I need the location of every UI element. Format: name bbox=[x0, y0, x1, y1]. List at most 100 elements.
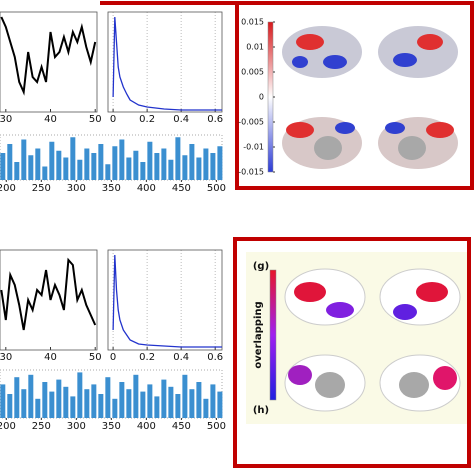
bar bbox=[154, 153, 160, 180]
x-tick-label: 250 bbox=[32, 183, 51, 194]
bar bbox=[161, 379, 167, 418]
bar bbox=[182, 155, 188, 180]
brain-images bbox=[282, 26, 461, 412]
x-tick-label: 40 bbox=[44, 114, 57, 125]
bar bbox=[49, 141, 55, 180]
bar bbox=[147, 141, 153, 180]
x-tick-label: 50 bbox=[89, 352, 102, 363]
bar bbox=[175, 394, 181, 418]
x-tick-label: 40 bbox=[44, 352, 57, 363]
x-tick-label: 500 bbox=[207, 183, 226, 194]
axes-box bbox=[107, 11, 223, 113]
bar bbox=[21, 389, 27, 418]
bar bbox=[70, 396, 76, 418]
bar bbox=[112, 398, 118, 418]
bar bbox=[203, 398, 209, 418]
x-tick-label: 0.6 bbox=[207, 114, 223, 125]
bar bbox=[91, 384, 97, 418]
bar bbox=[14, 377, 20, 418]
bar bbox=[161, 148, 167, 180]
bar bbox=[35, 398, 41, 418]
bar bbox=[35, 148, 41, 180]
bar bbox=[70, 137, 76, 180]
y-tick-label: -0.01 bbox=[243, 143, 264, 152]
line bbox=[112, 254, 222, 348]
bar bbox=[63, 386, 69, 418]
bar bbox=[147, 384, 153, 418]
bar bbox=[63, 157, 69, 180]
bar bbox=[91, 153, 97, 180]
bar bbox=[105, 377, 111, 418]
bar bbox=[126, 157, 132, 180]
bar bbox=[77, 159, 83, 180]
bar bbox=[168, 159, 174, 180]
x-tick-label: 200 bbox=[0, 183, 16, 194]
bar bbox=[49, 391, 55, 418]
colorbar-top-label: (g) bbox=[253, 261, 269, 272]
bar bbox=[140, 162, 146, 180]
y-tick-label: 0.005 bbox=[241, 68, 264, 77]
frame bbox=[233, 237, 471, 468]
bar bbox=[210, 384, 216, 418]
bar bbox=[7, 394, 13, 418]
x-tick-label: 300 bbox=[67, 421, 86, 432]
bar bbox=[189, 389, 195, 418]
bar bbox=[126, 389, 132, 418]
colorbar-bottom-label: (h) bbox=[253, 405, 269, 416]
bar bbox=[56, 379, 62, 418]
y-tick-label: 0 bbox=[259, 93, 264, 102]
bar bbox=[119, 139, 125, 180]
x-tick-label: 0.4 bbox=[173, 114, 189, 125]
bar bbox=[98, 394, 104, 418]
bar bbox=[14, 162, 20, 180]
colorbar-label: overlapping bbox=[253, 301, 264, 368]
colorbar bbox=[269, 269, 277, 401]
bar bbox=[182, 374, 188, 418]
bar bbox=[168, 386, 174, 418]
line bbox=[0, 257, 97, 331]
x-tick-label: 450 bbox=[172, 421, 191, 432]
x-tick-label: 350 bbox=[102, 421, 121, 432]
bar bbox=[84, 148, 90, 180]
line bbox=[112, 16, 222, 111]
bar bbox=[0, 384, 6, 418]
y-tick-label: 0.015 bbox=[241, 18, 264, 27]
y-tick-label: 0.01 bbox=[246, 43, 264, 52]
bar bbox=[28, 155, 34, 180]
line bbox=[0, 16, 97, 96]
bar bbox=[133, 150, 139, 180]
x-tick-label: 250 bbox=[32, 421, 51, 432]
x-tick-label: 450 bbox=[172, 183, 191, 194]
colorbar bbox=[267, 21, 274, 173]
x-tick-label: 0.4 bbox=[173, 352, 189, 363]
bar bbox=[154, 396, 160, 418]
bar bbox=[196, 382, 202, 418]
bar bbox=[56, 150, 62, 180]
bar bbox=[210, 153, 216, 180]
y-tick-label: -0.005 bbox=[238, 118, 264, 127]
bar bbox=[112, 146, 118, 180]
frame bbox=[235, 1, 474, 190]
y-tick-label: -0.015 bbox=[238, 168, 264, 177]
bar bbox=[217, 391, 223, 418]
bar bbox=[119, 382, 125, 418]
bar bbox=[84, 389, 90, 418]
bar bbox=[42, 166, 48, 180]
x-tick-label: 30 bbox=[0, 352, 12, 363]
bar bbox=[77, 372, 83, 418]
bar bbox=[42, 382, 48, 418]
bar bbox=[189, 144, 195, 180]
x-tick-label: 30 bbox=[0, 114, 12, 125]
x-tick-label: 300 bbox=[67, 183, 86, 194]
x-tick-label: 200 bbox=[0, 421, 16, 432]
x-tick-label: 400 bbox=[137, 421, 156, 432]
bar bbox=[98, 144, 104, 180]
x-tick-label: 0.2 bbox=[139, 114, 155, 125]
bar bbox=[217, 146, 223, 180]
bar bbox=[140, 391, 146, 418]
x-tick-label: 350 bbox=[102, 183, 121, 194]
bar bbox=[133, 374, 139, 418]
x-tick-label: 0.6 bbox=[207, 352, 223, 363]
bar bbox=[7, 144, 13, 180]
